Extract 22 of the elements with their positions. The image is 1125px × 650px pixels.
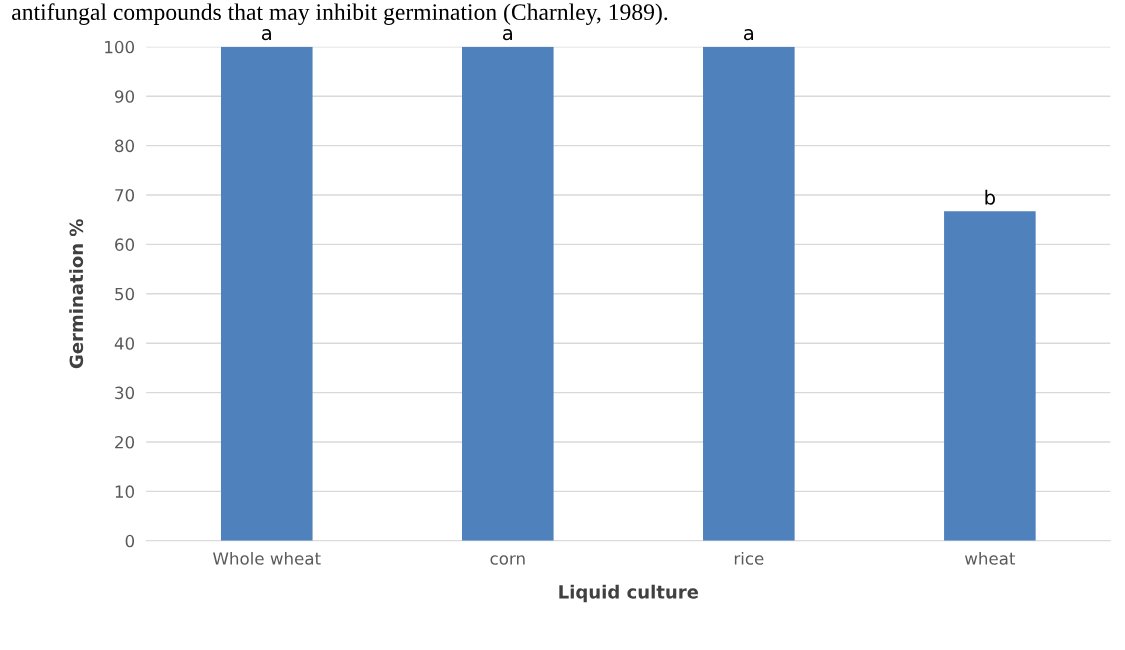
y-axis-title: Germination %: [69, 219, 84, 369]
x-tick-label: rice: [734, 551, 764, 565]
y-tick-label: 40: [114, 337, 135, 350]
y-tick-label: 30: [115, 386, 135, 400]
annotation: b: [985, 189, 995, 205]
y-tick-label: 20: [115, 435, 135, 449]
x-tick-label: Whole wheat: [213, 551, 321, 565]
y-tick-label: 90: [114, 90, 135, 103]
y-tick-label: 60: [115, 238, 135, 251]
y-tick-label: 80: [115, 139, 135, 153]
y-tick-label: 10: [115, 485, 135, 498]
annotation: a: [261, 29, 271, 41]
y-tick-label: 70: [115, 188, 135, 202]
y-tick-label: 0: [125, 534, 135, 548]
y-tick-label: 100: [105, 40, 135, 54]
x-tick-label: corn: [490, 555, 525, 565]
annotation: a: [503, 29, 512, 41]
text: antifungal compounds that may inhibit germination (Charnley, 1989).: [12, 3, 668, 25]
x-tick-label: wheat: [964, 551, 1016, 565]
y-tick-label: 50: [115, 287, 135, 301]
annotation: a: [744, 29, 754, 41]
x-axis-title: Liquid culture: [559, 584, 699, 603]
